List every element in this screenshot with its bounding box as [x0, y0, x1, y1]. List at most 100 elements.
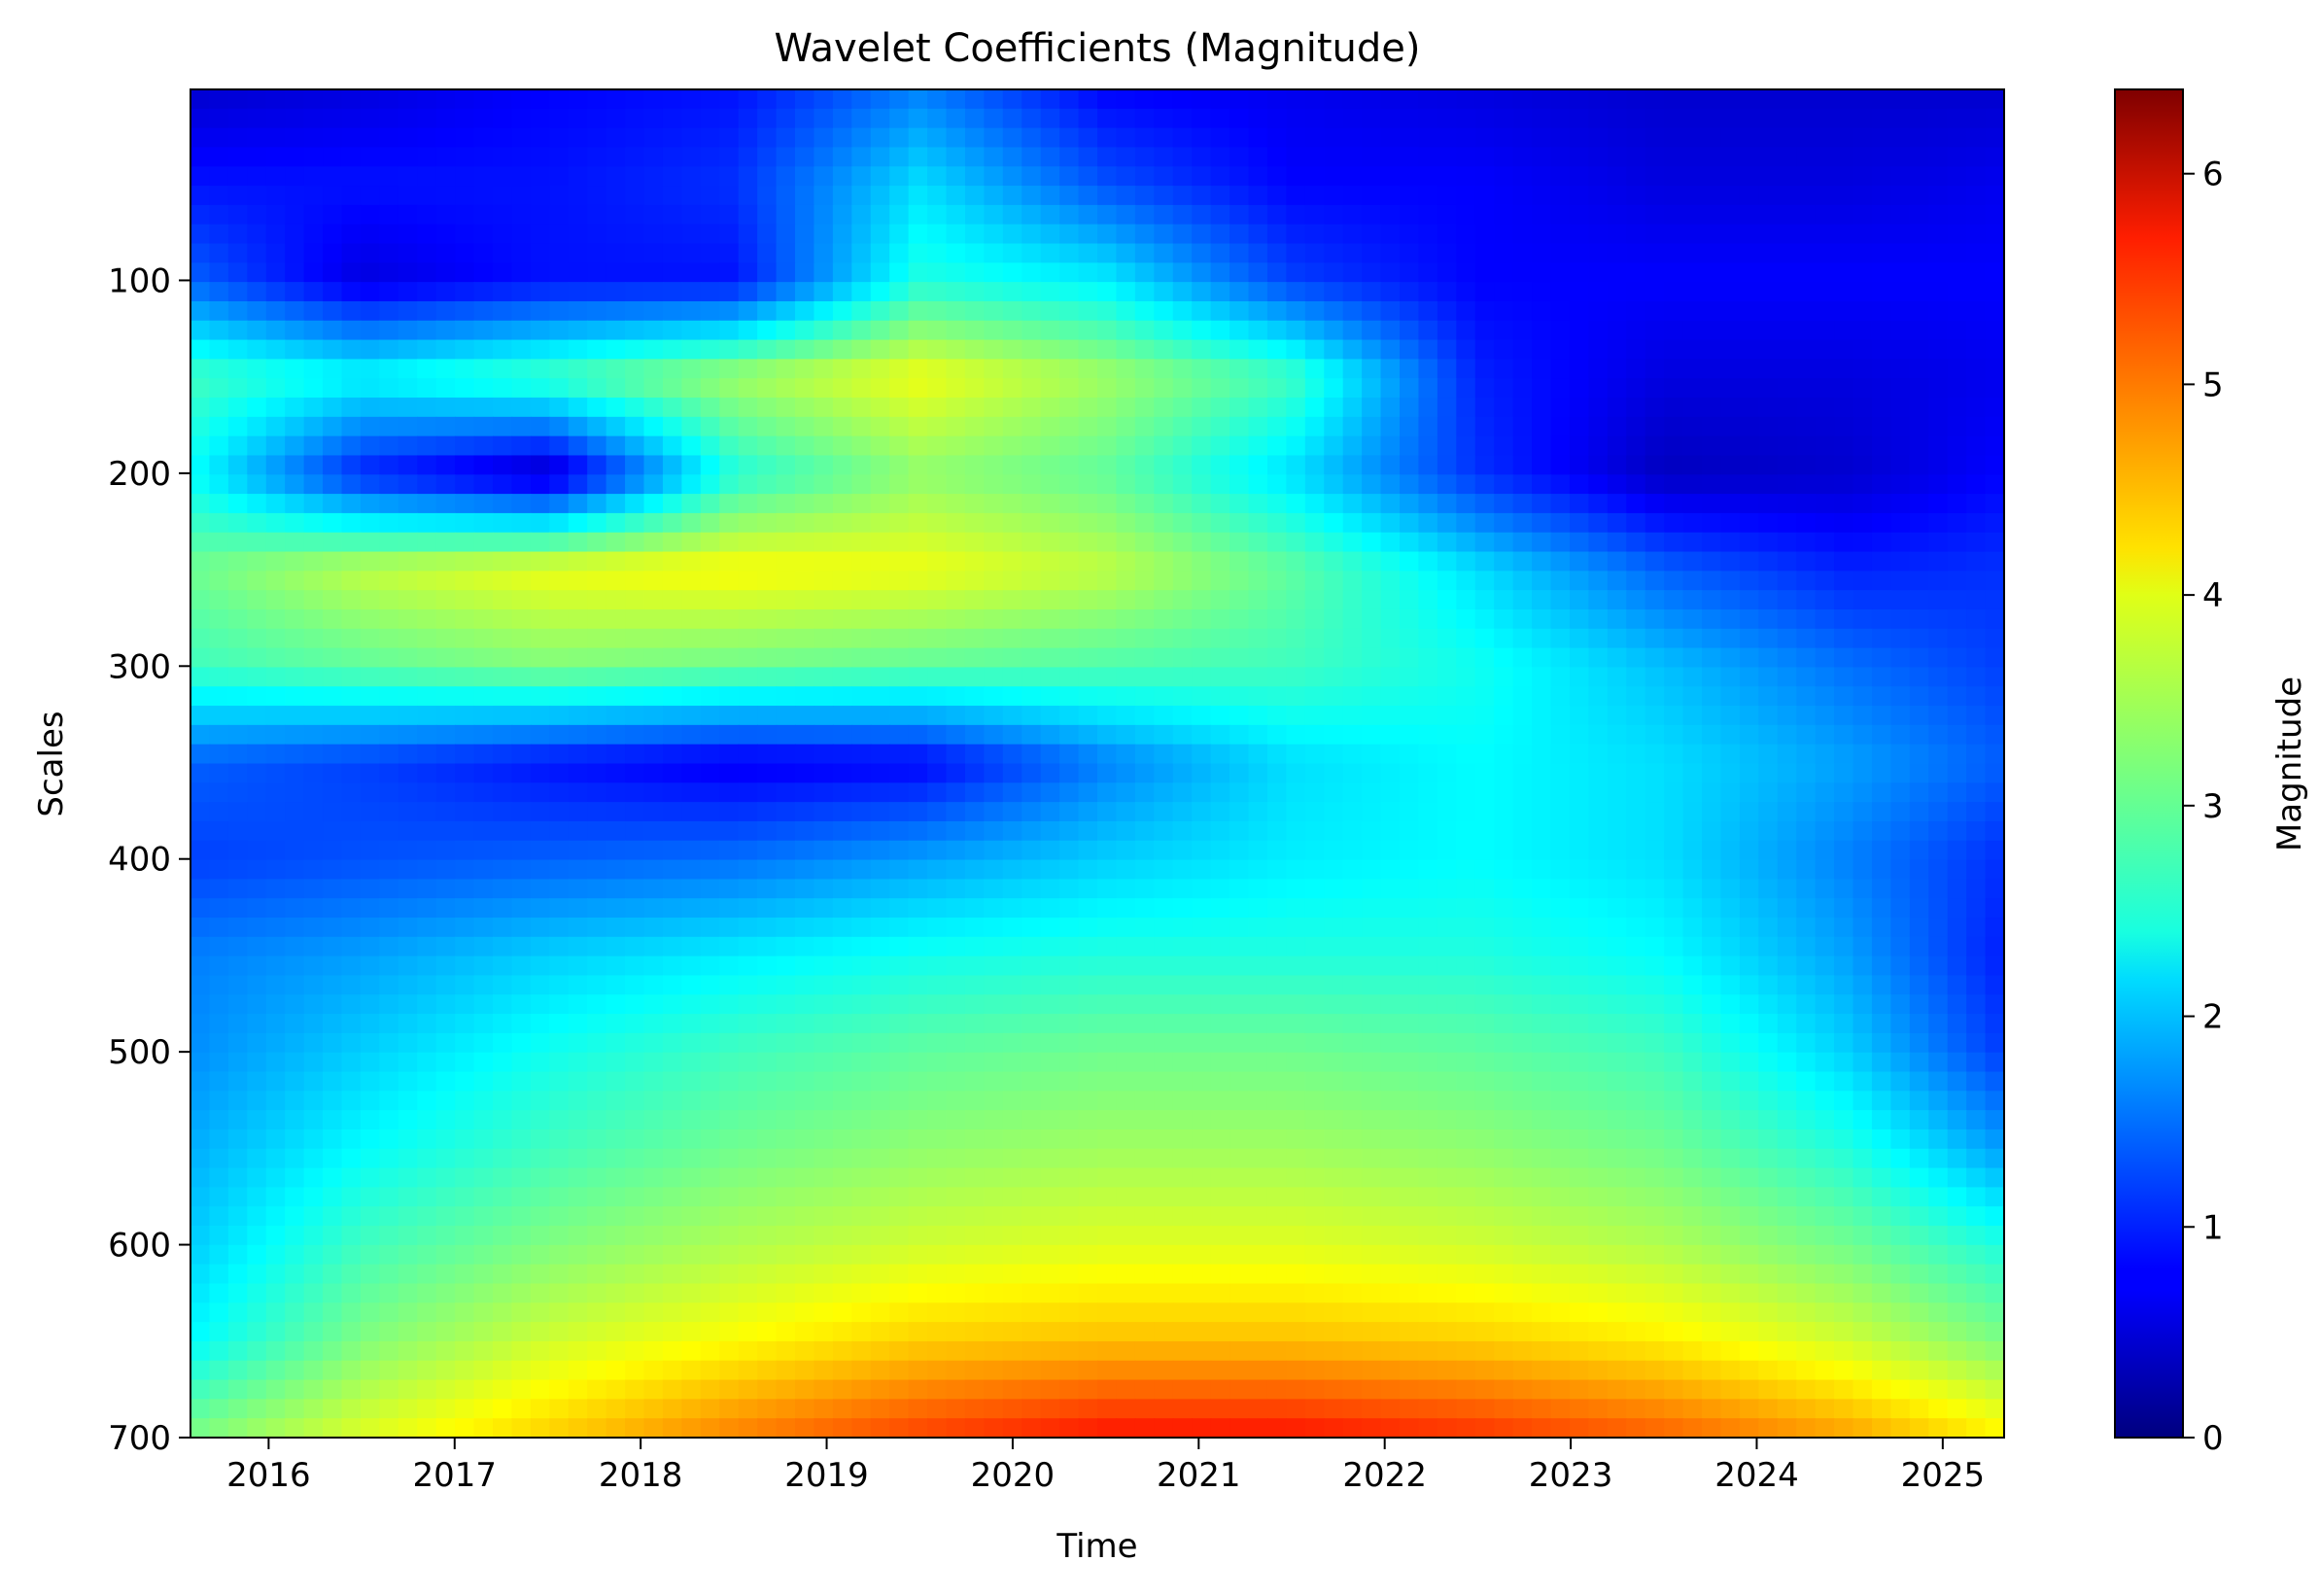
heatmap-cell	[1626, 859, 1646, 881]
heatmap-cell	[1248, 859, 1268, 881]
heatmap-cell	[455, 686, 475, 707]
heatmap-cell	[1078, 1014, 1098, 1034]
heatmap-cell	[1021, 975, 1042, 996]
heatmap-cell	[530, 127, 551, 149]
heatmap-cell	[1588, 628, 1609, 649]
heatmap-cell	[435, 435, 456, 457]
heatmap-cell	[757, 859, 778, 881]
heatmap-cell	[643, 243, 664, 264]
heatmap-cell	[360, 975, 381, 996]
heatmap-cell	[190, 840, 211, 861]
heatmap-cell	[1966, 802, 1987, 822]
heatmap-cell	[606, 378, 626, 399]
heatmap-cell	[1229, 898, 1250, 919]
heatmap-cell	[247, 840, 267, 861]
heatmap-cell	[606, 763, 626, 784]
heatmap-cell	[1002, 1071, 1023, 1093]
heatmap-cell	[1607, 455, 1628, 476]
heatmap-cell	[1324, 706, 1344, 726]
heatmap-cell	[1059, 512, 1080, 534]
heatmap-cell	[776, 1014, 796, 1034]
heatmap-cell	[1966, 608, 1987, 630]
heatmap-cell	[851, 166, 872, 187]
heatmap-cell	[379, 378, 399, 399]
heatmap-cell	[606, 802, 626, 822]
heatmap-cell	[360, 224, 381, 245]
heatmap-cell	[1304, 744, 1326, 765]
heatmap-cell	[984, 1014, 1004, 1034]
heatmap-cell	[549, 840, 570, 861]
heatmap-cell	[889, 706, 910, 726]
heatmap-cell	[1456, 455, 1476, 476]
heatmap-cell	[1664, 224, 1684, 245]
heatmap-cell	[927, 667, 948, 688]
heatmap-cell	[908, 706, 928, 726]
heatmap-cell	[1342, 686, 1363, 707]
heatmap-cell	[1154, 859, 1174, 881]
heatmap-cell	[1871, 936, 1892, 957]
heatmap-cell	[1172, 936, 1193, 957]
heatmap-cell	[1172, 186, 1193, 206]
heatmap-cell	[1210, 147, 1230, 168]
heatmap-cell	[984, 494, 1004, 514]
heatmap-cell	[1324, 282, 1344, 302]
heatmap-cell	[549, 398, 570, 418]
heatmap-cell	[1456, 571, 1476, 591]
heatmap-cell	[247, 782, 267, 803]
heatmap-cell	[209, 435, 229, 457]
heatmap-cell	[417, 820, 437, 842]
heatmap-cell	[1607, 300, 1628, 322]
heatmap-cell	[1569, 571, 1590, 591]
heatmap-cell	[285, 782, 305, 803]
heatmap-cell	[1210, 686, 1230, 707]
heatmap-cell	[1947, 975, 1967, 996]
heatmap-cell	[265, 1014, 286, 1034]
heatmap-cell	[1342, 416, 1363, 437]
heatmap-cell	[851, 820, 872, 842]
heatmap-cell	[662, 859, 683, 881]
heatmap-cell	[1909, 859, 1930, 881]
heatmap-cell	[1002, 898, 1023, 919]
heatmap-cell	[1947, 224, 1967, 245]
heatmap-cell	[1985, 320, 2005, 341]
heatmap-cell	[1890, 840, 1911, 861]
heatmap-cell	[398, 435, 419, 457]
heatmap-cell	[1400, 1071, 1420, 1093]
heatmap-cell	[379, 955, 399, 977]
heatmap-cell	[417, 224, 437, 245]
heatmap-cell	[927, 551, 948, 572]
heatmap-cell	[1192, 339, 1212, 361]
heatmap-cell	[1059, 532, 1080, 553]
heatmap-cell	[1607, 166, 1628, 187]
heatmap-cell	[1928, 628, 1949, 649]
heatmap-cell	[1192, 166, 1212, 187]
heatmap-cell	[1021, 898, 1042, 919]
heatmap-cell	[285, 359, 305, 380]
heatmap-cell	[625, 667, 645, 688]
heatmap-cell	[303, 859, 324, 881]
heatmap-cell	[511, 224, 532, 245]
heatmap-cell	[1682, 763, 1703, 784]
heatmap-cell	[1154, 647, 1174, 669]
heatmap-cell	[303, 127, 324, 149]
heatmap-cell	[473, 224, 494, 245]
heatmap-cell	[455, 763, 475, 784]
heatmap-cell	[832, 147, 853, 168]
heatmap-cell	[1229, 416, 1250, 437]
heatmap-cell	[1702, 1052, 1722, 1073]
heatmap-cell	[1229, 975, 1250, 996]
heatmap-cell	[1362, 186, 1382, 206]
heatmap-cell	[946, 975, 966, 996]
heatmap-cell	[1909, 89, 1930, 110]
heatmap-cell	[1418, 378, 1438, 399]
heatmap-cell	[1456, 1014, 1476, 1034]
heatmap-cell	[1947, 918, 1967, 938]
heatmap-cell	[1890, 820, 1911, 842]
heatmap-cell	[776, 859, 796, 881]
heatmap-cell	[285, 590, 305, 610]
heatmap-cell	[1040, 647, 1060, 669]
heatmap-cell	[1532, 955, 1552, 977]
heatmap-cell	[1853, 127, 1873, 149]
heatmap-cell	[1853, 147, 1873, 168]
heatmap-cell	[1304, 859, 1326, 881]
